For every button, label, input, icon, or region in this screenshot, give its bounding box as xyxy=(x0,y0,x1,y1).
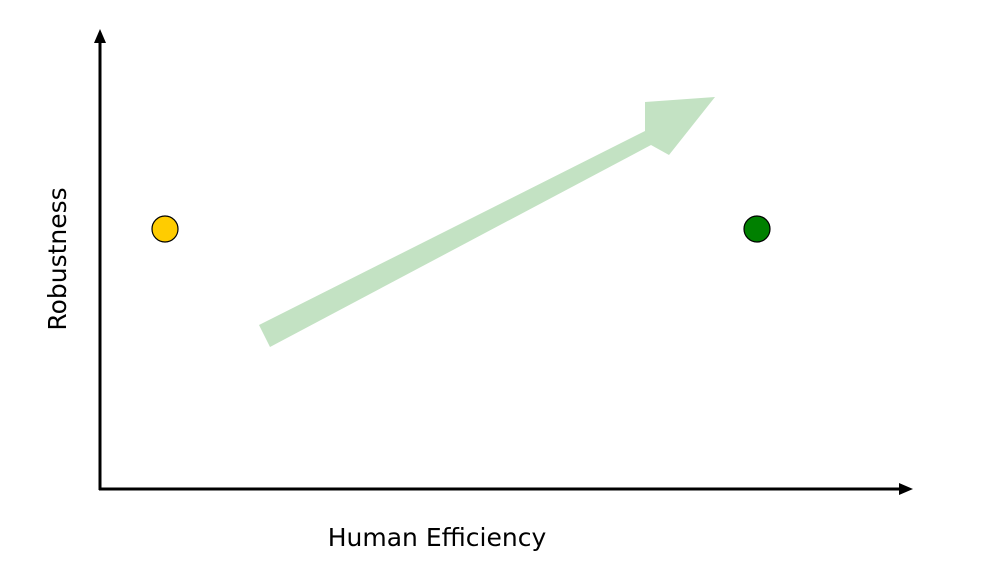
x-axis-label: Human Efficiency xyxy=(328,523,547,552)
trend-arrow xyxy=(259,97,715,347)
yellow-point xyxy=(151,215,179,243)
green-point xyxy=(743,215,771,243)
y-axis-arrowhead xyxy=(94,29,106,43)
x-axis-arrowhead xyxy=(899,483,913,495)
y-axis-label: Robustness xyxy=(43,187,72,330)
